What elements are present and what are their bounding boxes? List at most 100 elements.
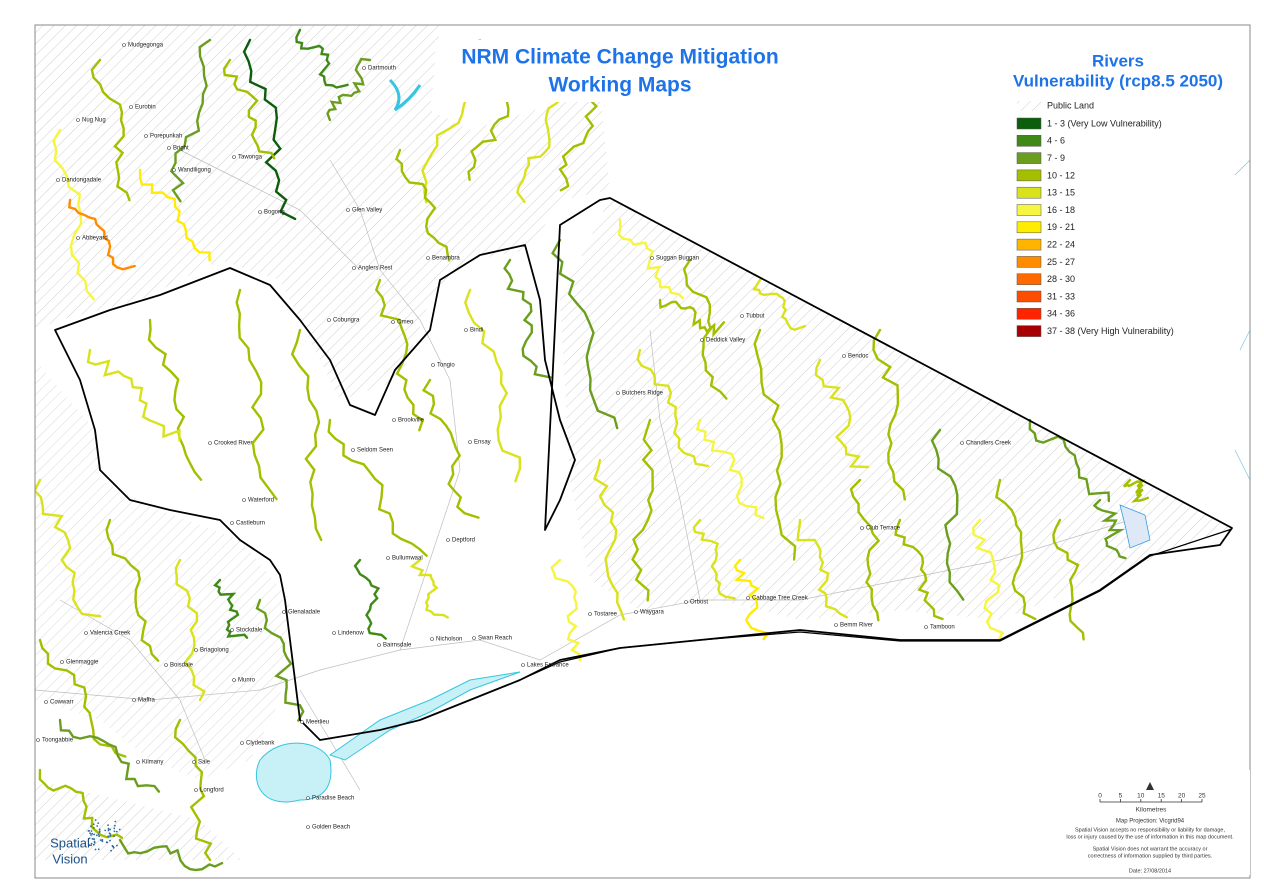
logo-dot <box>92 823 95 826</box>
logo-dot <box>109 839 111 842</box>
info-box <box>1060 770 1250 875</box>
logo-dot <box>114 820 117 823</box>
river <box>35 478 102 618</box>
logo-dot <box>90 834 92 836</box>
place-label: Bemm River <box>840 623 873 629</box>
logo-dot <box>107 827 110 830</box>
place-label: Paradise Beach <box>312 796 354 802</box>
logo-dot <box>98 828 101 831</box>
place-marker <box>740 314 744 318</box>
legend-box <box>1005 45 1235 340</box>
logo-dot <box>97 822 100 824</box>
place-marker <box>136 760 140 764</box>
place-label: Suggan Buggan <box>656 256 699 262</box>
place-label: Bullumwaal <box>392 556 423 562</box>
legend-label: 28 - 30 <box>1047 274 1075 284</box>
place-marker <box>634 610 638 614</box>
place-marker <box>129 105 133 109</box>
river <box>551 238 619 430</box>
logo-dot <box>104 829 107 832</box>
place-marker <box>306 796 310 800</box>
logo-dot <box>118 828 121 831</box>
legend-swatch <box>1016 325 1042 337</box>
place-label: Porepunkah <box>150 134 182 140</box>
river <box>327 418 428 557</box>
scale-label: 20 <box>1178 793 1186 800</box>
logo-dot <box>90 825 92 827</box>
scale-label: 5 <box>1119 793 1123 800</box>
place-label: Seldom Seen <box>357 448 393 454</box>
place-label: Wandiligong <box>178 168 211 174</box>
logo-dot <box>110 849 112 852</box>
river <box>971 518 1005 642</box>
place-label: Waterford <box>248 498 274 504</box>
place-marker <box>36 738 40 742</box>
logo-dot <box>87 830 90 832</box>
legend-label: 10 - 12 <box>1047 170 1075 180</box>
public-land <box>35 25 610 400</box>
river <box>174 558 206 702</box>
scale-label: 10 <box>1137 793 1145 800</box>
place-label: Sale <box>198 760 211 766</box>
logo-dot <box>94 848 97 851</box>
place-label: Dartmouth <box>368 66 396 72</box>
date: Date: 27/08/2014 <box>1129 868 1171 874</box>
place-label: Nicholson <box>436 637 462 643</box>
legend-swatch <box>1016 204 1042 216</box>
place-marker <box>700 338 704 342</box>
place-label: Bindi <box>470 328 483 334</box>
river <box>995 478 1037 621</box>
title-box <box>435 40 805 102</box>
logo-dot <box>97 848 100 851</box>
place-marker <box>521 663 525 667</box>
legend-swatch <box>1016 186 1042 199</box>
legend-label: 19 - 21 <box>1047 222 1075 232</box>
river <box>38 768 124 839</box>
place-label: Clydebank <box>246 741 275 747</box>
legend-label: 7 - 9 <box>1047 153 1065 163</box>
title: Working Maps <box>548 74 691 97</box>
logo-dot <box>109 833 112 835</box>
place-marker <box>650 256 654 260</box>
river <box>173 718 213 862</box>
coastline <box>519 528 1233 681</box>
river <box>894 518 944 621</box>
place-marker <box>76 118 80 122</box>
legend-label: 37 - 38 (Very High Vulnerability) <box>1047 326 1174 336</box>
place-marker <box>860 526 864 530</box>
place-label: Tubbut <box>746 314 765 320</box>
place-label: Tostaree <box>594 612 618 618</box>
place-marker <box>167 146 171 150</box>
place-labels: Dartmouth Mudgegonga Eurobin Nug Nug Porepun… <box>36 43 1012 831</box>
place-label: Boisdale <box>170 663 194 669</box>
place-marker <box>230 521 234 525</box>
logo-dot <box>109 828 111 831</box>
place-marker <box>346 208 350 212</box>
legend-swatch <box>1016 221 1042 234</box>
river <box>695 418 765 520</box>
legend-label: 13 - 15 <box>1047 188 1075 198</box>
logo-dot <box>113 827 116 830</box>
place-label: Glenaladale <box>288 610 321 616</box>
place-marker <box>960 441 964 445</box>
lake <box>328 671 521 761</box>
place-label: Cabbage Tree Creek <box>752 596 809 602</box>
river <box>872 328 906 501</box>
place-marker <box>332 631 336 635</box>
river <box>213 578 249 639</box>
logo-dot <box>109 834 112 837</box>
place-marker <box>392 418 396 422</box>
place-marker <box>282 610 286 614</box>
logo-dot <box>93 833 95 836</box>
river <box>326 57 372 122</box>
map-body: Dartmouth Mudgegonga Eurobin Nug Nug Porepun… <box>35 25 1250 878</box>
place-label: Eurobin <box>135 105 156 111</box>
legend-label: 22 - 24 <box>1047 239 1075 249</box>
river <box>814 358 870 469</box>
logo-dot <box>91 838 94 840</box>
logo-dot <box>93 840 96 843</box>
legend-swatch <box>1016 152 1042 164</box>
place-label: Briagolong <box>200 648 229 654</box>
public-land <box>35 780 260 878</box>
place-label: Omeo <box>397 320 414 326</box>
